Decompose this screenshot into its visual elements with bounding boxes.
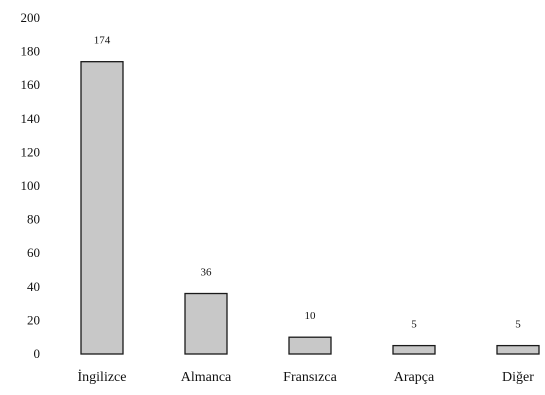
bar-value-label: 5 — [411, 319, 417, 331]
data-labels-group: 174 36 10 5 5 — [94, 35, 522, 331]
y-axis-ticks: 0 20 40 60 80 100 120 140 160 180 200 — [21, 10, 41, 361]
bar-value-label: 10 — [305, 310, 317, 322]
y-tick-label: 60 — [27, 245, 40, 260]
bar-value-label: 36 — [201, 267, 213, 279]
bar — [288, 336, 332, 355]
y-tick-label: 160 — [21, 77, 41, 92]
x-tick-label: İngilizce — [78, 369, 127, 385]
x-axis-ticks: İngilizce Almanca Fransızca Arapça Diğer — [78, 369, 535, 385]
y-tick-label: 0 — [34, 346, 41, 361]
x-tick-label: Fransızca — [283, 370, 337, 385]
y-tick-label: 40 — [27, 279, 40, 294]
bar — [184, 292, 228, 355]
x-tick-label: Diğer — [502, 370, 534, 385]
x-tick-label: Almanca — [181, 370, 232, 385]
bars-group — [80, 61, 540, 355]
bar-value-label: 5 — [515, 319, 521, 331]
y-tick-label: 180 — [21, 44, 41, 59]
bar — [392, 344, 436, 355]
y-tick-label: 200 — [21, 10, 41, 25]
y-tick-label: 140 — [21, 111, 41, 126]
bar-value-label: 174 — [94, 35, 111, 47]
bar — [80, 61, 124, 355]
y-tick-label: 120 — [21, 144, 41, 159]
y-tick-label: 100 — [21, 178, 41, 193]
y-tick-label: 20 — [27, 312, 40, 327]
bar — [496, 344, 540, 355]
y-tick-label: 80 — [27, 212, 40, 227]
x-tick-label: Arapça — [394, 370, 435, 385]
